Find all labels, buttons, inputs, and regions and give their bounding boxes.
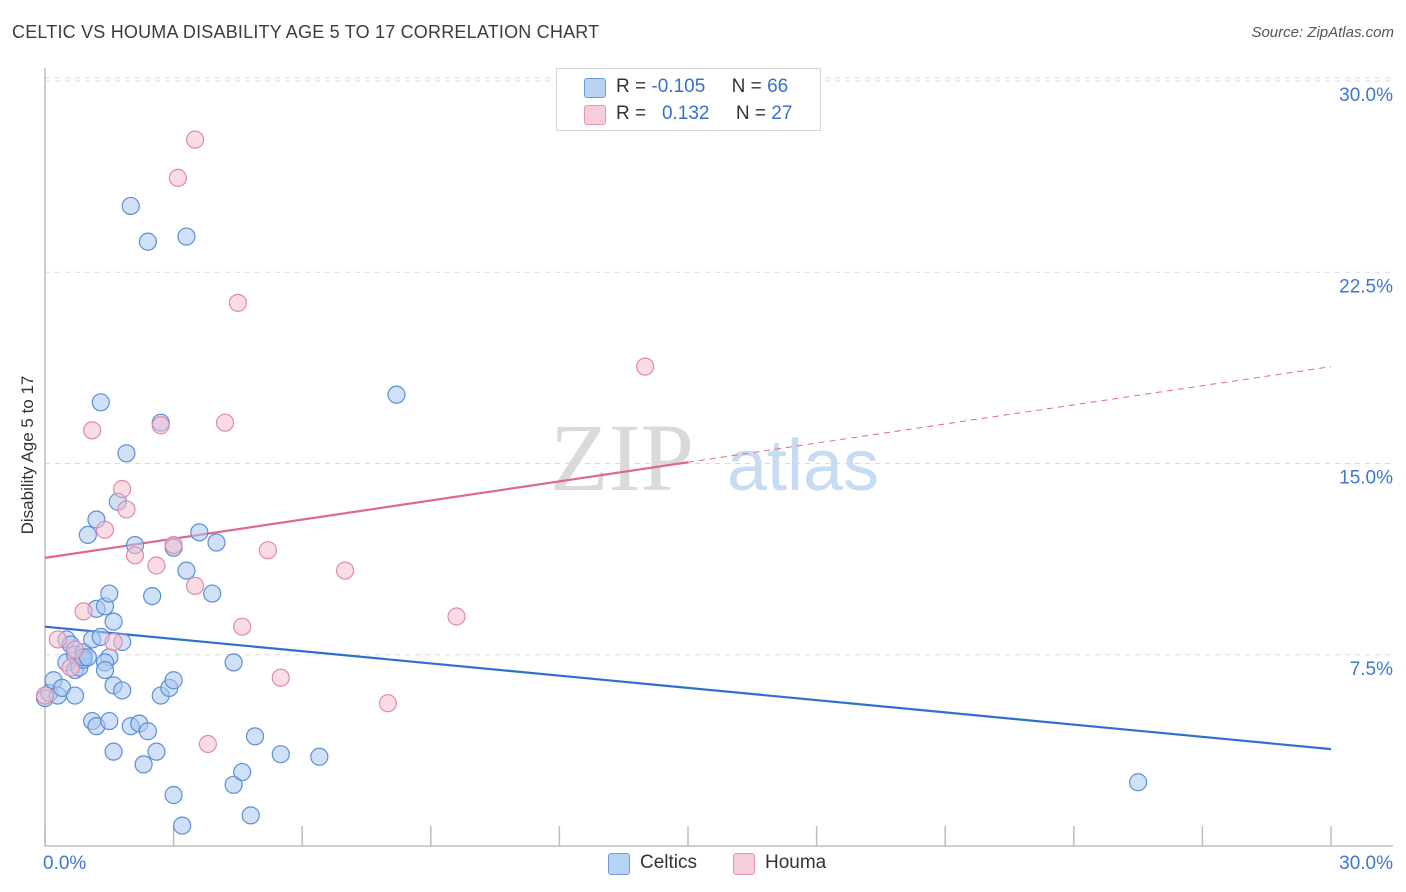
houma-point	[198, 734, 217, 754]
houma-point	[83, 421, 102, 440]
celtics-point	[121, 196, 140, 216]
celtics-point	[177, 561, 196, 580]
axes	[44, 68, 1393, 847]
celtics-point	[65, 686, 85, 705]
houma-point	[636, 357, 655, 376]
grid-lines	[45, 77, 1393, 656]
celtics-point	[173, 816, 192, 835]
houma-point	[258, 541, 278, 560]
houma-point	[164, 535, 183, 555]
celtics-point	[138, 232, 157, 251]
houma-point	[228, 293, 247, 312]
celtics-point	[78, 525, 97, 545]
source-label: Source: ZipAtlas.com	[1251, 24, 1394, 41]
celtics-point	[203, 584, 222, 603]
celtics-point	[100, 711, 119, 731]
celtics-point	[104, 612, 123, 631]
houma-legend-swatch	[733, 853, 755, 875]
houma-n-label: N =	[735, 103, 767, 124]
houma-swatch	[584, 105, 606, 125]
houma-point	[125, 546, 145, 565]
houma-r-label: R =	[616, 103, 647, 124]
celtics-point	[271, 745, 290, 764]
y-tick-label: 7.5%	[1350, 659, 1393, 680]
x-tick-label: 30.0%	[1339, 853, 1393, 874]
houma-legend-label: Houma	[765, 852, 827, 873]
celtics-legend-swatch	[608, 853, 630, 875]
celtics-point	[117, 444, 136, 463]
stats-legend: R = -0.105 N = 66 R = 0.132 N = 27	[556, 68, 821, 131]
watermark-zip: ZIP	[550, 404, 694, 511]
celtics-point	[207, 533, 226, 552]
trend-lines	[44, 366, 1332, 751]
houma-point	[151, 416, 170, 435]
celtics-point	[310, 747, 329, 766]
y-tick-label: 30.0%	[1339, 85, 1393, 106]
celtics-point	[95, 660, 115, 680]
houma-point	[271, 668, 290, 687]
celtics-point	[138, 722, 157, 741]
celtics-point	[245, 727, 265, 746]
celtics-trend-line	[44, 625, 1332, 751]
watermark-atlas: atlas	[727, 426, 879, 506]
celtics-point	[100, 584, 119, 603]
celtics-n-label: N =	[731, 76, 762, 97]
houma-point	[61, 658, 80, 677]
houma-point	[95, 520, 115, 539]
celtics-point	[147, 742, 166, 761]
houma-point	[35, 686, 55, 705]
houma-trend-line	[44, 461, 689, 559]
celtics-legend-label: Celtics	[640, 852, 698, 873]
celtics-point	[113, 681, 132, 700]
houma-point	[335, 561, 355, 580]
houma-point	[185, 130, 205, 149]
celtics-point	[233, 762, 252, 782]
houma-point	[117, 500, 136, 519]
houma-point	[378, 694, 398, 713]
celtics-point	[143, 586, 162, 606]
houma-point	[168, 168, 187, 187]
houma-point	[147, 556, 166, 575]
celtics-swatch	[584, 78, 606, 98]
celtics-point	[164, 671, 183, 690]
celtics-point	[1128, 773, 1148, 792]
houma-point	[65, 640, 85, 659]
celtics-point	[177, 227, 196, 246]
celtics-point	[190, 523, 209, 542]
celtics-r-label: R =	[616, 76, 647, 97]
celtics-point	[241, 806, 260, 825]
houma-point	[185, 576, 205, 596]
celtics-point	[224, 775, 243, 794]
houma-trend-line-extension	[687, 366, 1332, 463]
houma-point	[48, 630, 67, 649]
houma-point	[215, 413, 235, 432]
y-tick-label: 22.5%	[1339, 276, 1393, 297]
celtics-point	[134, 755, 153, 774]
chart-title: CELTIC VS HOUMA DISABILITY AGE 5 TO 17 C…	[12, 22, 600, 42]
houma-r-value: 0.132	[661, 103, 710, 124]
houma-point	[113, 479, 132, 499]
houma-point	[104, 632, 123, 652]
tick-labels: 7.5% 15.0% 22.5% 30.0% 0.0% 30.0%	[43, 85, 1393, 874]
houma-point	[74, 602, 93, 621]
data-points	[35, 130, 1148, 835]
celtics-r-value: -0.105	[651, 76, 706, 97]
y-tick-label: 15.0%	[1339, 468, 1393, 489]
celtics-point	[164, 785, 183, 805]
celtics-n-value: 66	[767, 76, 789, 97]
celtics-point	[104, 742, 123, 761]
x-tick-label: 0.0%	[43, 853, 86, 874]
houma-point	[233, 617, 252, 636]
houma-n-value: 27	[771, 103, 793, 124]
celtics-point	[387, 385, 406, 404]
watermark: ZIP atlas	[550, 404, 879, 511]
houma-point	[447, 607, 466, 626]
celtics-point	[91, 393, 110, 412]
celtics-point	[224, 653, 243, 672]
